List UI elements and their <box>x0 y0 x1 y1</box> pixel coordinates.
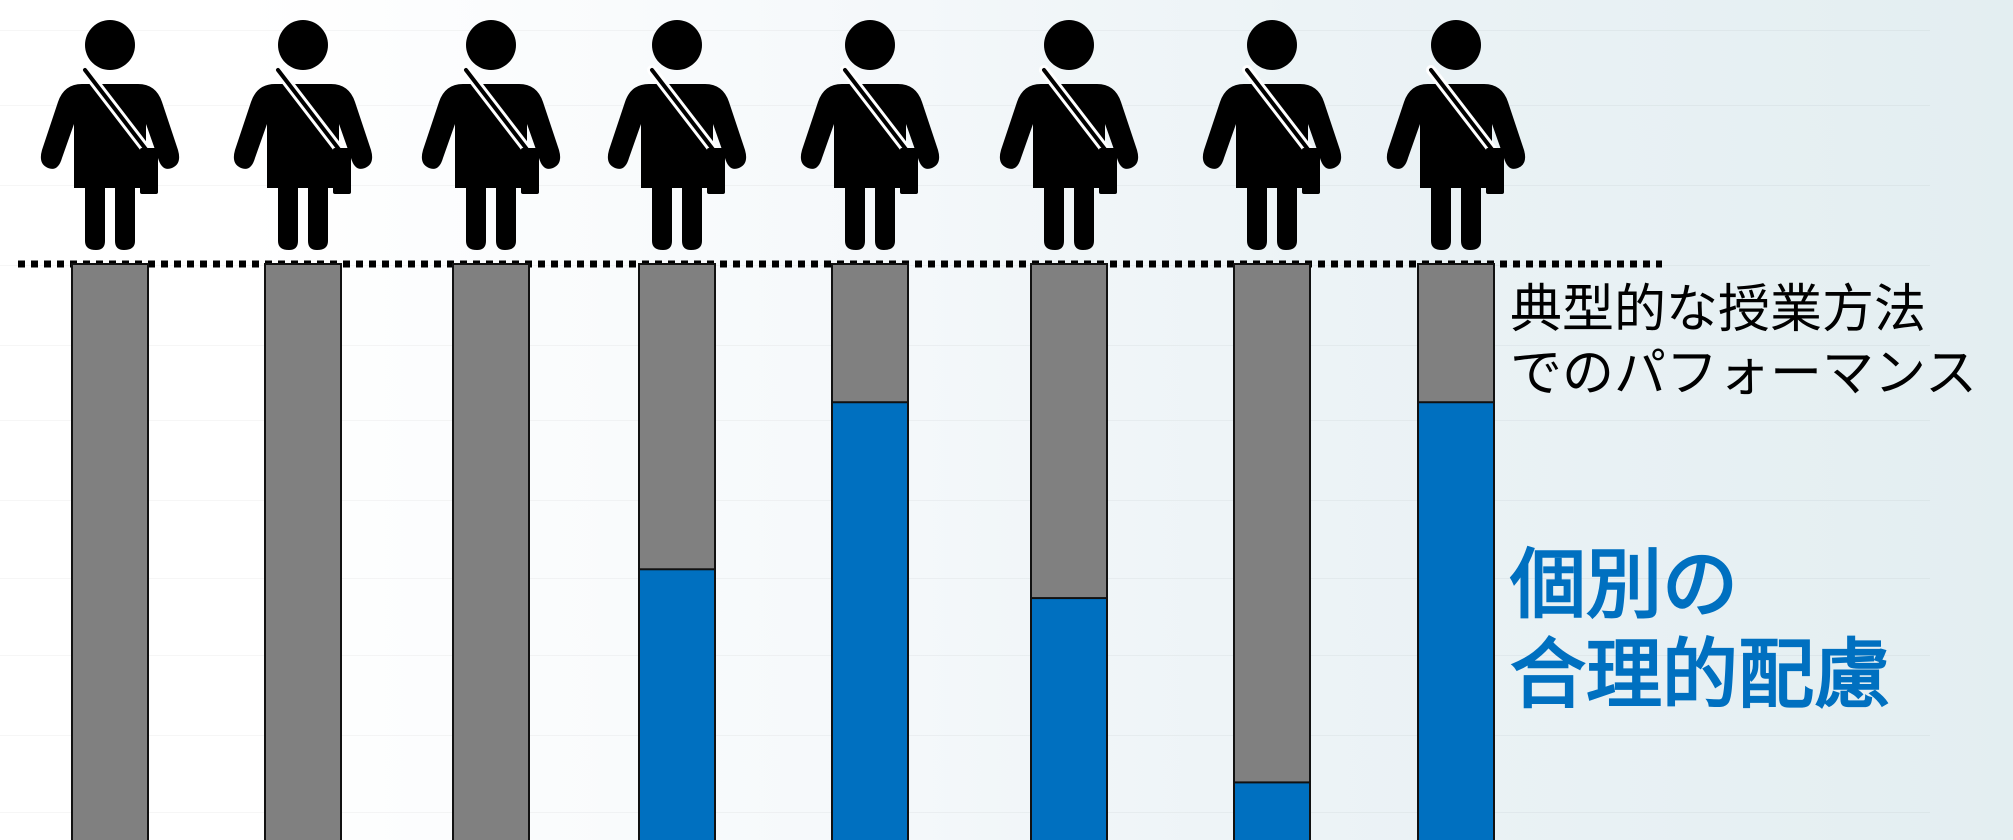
person-column <box>41 20 179 840</box>
typical-performance-bar <box>1233 263 1311 840</box>
person-with-shoulder-bag-icon <box>41 20 179 250</box>
person-with-shoulder-bag-icon <box>1203 20 1341 250</box>
person-with-shoulder-bag-icon <box>1387 20 1525 250</box>
person-column <box>608 20 746 840</box>
typical-performance-label: 典型的な授業方法 でのパフォーマンス <box>1510 278 1977 406</box>
individual-accommodation-line-1: 個別の <box>1510 540 1738 629</box>
person-with-shoulder-bag-icon <box>801 20 939 250</box>
person-column <box>1203 20 1341 840</box>
accommodation-bar <box>1233 781 1311 840</box>
person-with-shoulder-bag-icon <box>234 20 372 250</box>
person-column <box>422 20 560 840</box>
typical-performance-bar <box>71 263 149 840</box>
person-column <box>1387 20 1525 840</box>
person-with-shoulder-bag-icon <box>608 20 746 250</box>
accommodation-bar <box>638 568 716 840</box>
accommodation-bar <box>1030 597 1108 840</box>
typical-performance-line-1: 典型的な授業方法 <box>1510 280 1927 340</box>
person-column <box>234 20 372 840</box>
typical-performance-bar <box>264 263 342 840</box>
person-column <box>801 20 939 840</box>
person-column <box>1000 20 1138 840</box>
individual-accommodation-line-2: 合理的配慮 <box>1510 630 1890 719</box>
individual-accommodation-label: 個別の 合理的配慮 <box>1510 540 1890 720</box>
typical-performance-line-2: でのパフォーマンス <box>1510 344 1977 404</box>
typical-performance-bar <box>452 263 530 840</box>
accommodation-bar <box>831 401 909 840</box>
person-with-shoulder-bag-icon <box>422 20 560 250</box>
accommodation-bar <box>1417 401 1495 840</box>
person-with-shoulder-bag-icon <box>1000 20 1138 250</box>
